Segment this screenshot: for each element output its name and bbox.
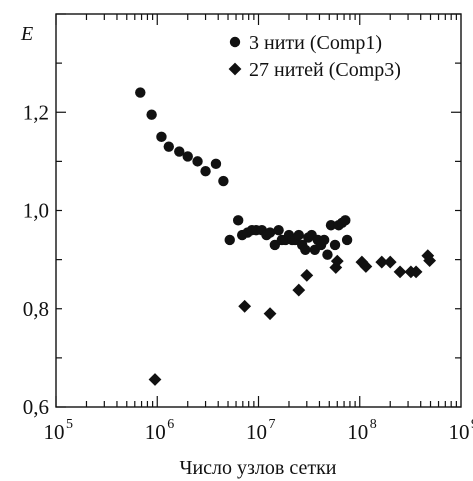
x-tick-base: 10	[44, 420, 65, 444]
x-axis-label: Число узлов сетки	[179, 457, 336, 479]
x-tick-label: 10 8	[347, 417, 377, 444]
x-tick-base: 10	[246, 420, 267, 444]
data-point-comp3	[409, 265, 423, 279]
legend-label: 3 нити (Comp1)	[249, 32, 382, 54]
y-tick-label: 1,2	[23, 100, 49, 124]
x-tick-exponent: 7	[269, 417, 276, 432]
data-point-comp1	[218, 175, 229, 187]
x-tick-label: 10 7	[246, 417, 276, 444]
data-point-comp1	[192, 156, 203, 167]
data-point-comp1	[300, 244, 311, 255]
data-point-comp3	[300, 268, 314, 282]
data-point-comp3	[148, 373, 162, 386]
x-tick-label: 10 6	[145, 417, 175, 444]
data-point-comp1	[200, 166, 211, 177]
data-point-comp1	[322, 249, 333, 260]
data-point-comp3	[359, 260, 373, 273]
legend-marker	[228, 62, 242, 76]
y-tick-label: 1,0	[23, 199, 49, 223]
data-point-comp1	[318, 234, 330, 246]
data-point-comp3	[292, 283, 306, 297]
data-point-comp1	[182, 151, 193, 162]
data-point-comp1	[325, 220, 337, 231]
x-tick-exponent: 5	[66, 417, 73, 432]
data-point-comp3	[423, 254, 437, 268]
y-tick-label: 0,8	[23, 297, 49, 321]
data-points	[135, 87, 437, 386]
x-tick-label: 10 5	[44, 417, 74, 444]
data-point-comp1	[156, 131, 167, 143]
x-tick-labels: 105106107108109	[44, 417, 473, 444]
data-point-comp3	[393, 265, 407, 279]
data-point-comp1	[264, 227, 276, 238]
data-point-comp1	[340, 215, 351, 226]
data-point-comp3	[263, 307, 277, 321]
data-point-comp1	[224, 234, 235, 246]
x-tick-label: 109	[449, 417, 473, 444]
data-point-comp1	[174, 146, 185, 157]
data-point-comp3	[383, 255, 397, 269]
data-point-comp1	[232, 215, 244, 226]
x-tick-exponent: 6	[167, 417, 174, 432]
x-tick-base: 10	[347, 420, 368, 444]
axis-ticks	[55, 13, 461, 408]
x-tick-exponent: 9	[471, 417, 473, 432]
x-tick-exponent: 8	[370, 417, 377, 432]
x-tick-base: 10	[449, 420, 470, 444]
y-tick-label: 0,6	[23, 395, 49, 419]
data-point-comp1	[135, 87, 146, 98]
x-tick-base: 10	[145, 420, 166, 444]
data-point-comp3	[375, 255, 389, 269]
data-point-comp1	[341, 234, 353, 246]
y-axis-label: E	[20, 23, 33, 45]
data-point-comp3	[330, 254, 344, 268]
data-point-comp1	[329, 239, 341, 251]
y-tick-labels: 0,6 0,8 1,0 1,2	[23, 100, 49, 419]
legend-label: 27 нитей (Comp3)	[249, 59, 401, 81]
data-point-comp1	[293, 229, 304, 241]
legend: 3 нити (Comp1) 27 нитей (Comp3)	[228, 32, 401, 81]
data-point-comp3	[238, 299, 252, 313]
legend-marker	[229, 36, 241, 48]
data-point-comp1	[210, 158, 222, 170]
data-point-comp1	[273, 224, 284, 236]
data-point-comp1	[146, 109, 157, 120]
data-point-comp1	[163, 141, 174, 152]
